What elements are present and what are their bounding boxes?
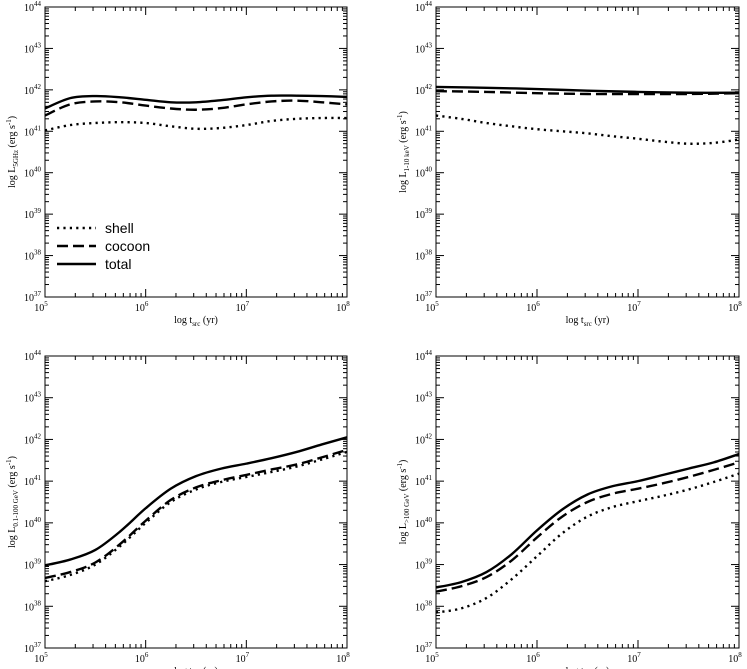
- series-line-total: [44, 436, 348, 567]
- y-tick-label: 1041: [415, 124, 433, 138]
- legend: shell cocoon total: [57, 220, 150, 272]
- series-line-cocoon: [435, 461, 740, 593]
- x-tick-label: 107: [627, 300, 641, 314]
- y-tick-label: 1038: [24, 599, 42, 613]
- x-tick-label: 106: [526, 651, 540, 665]
- x-tick-label: 108: [728, 300, 742, 314]
- y-tick-label: 1044: [415, 0, 433, 14]
- series-line-shell: [44, 450, 348, 583]
- y-axis-label: log L0.1-100 GeV (erg s-1): [5, 456, 20, 548]
- y-tick-label: 1041: [24, 474, 42, 488]
- x-tick-label: 107: [627, 651, 641, 665]
- x-axis-label: log tsrc (yr): [174, 666, 218, 669]
- series-line-total: [435, 452, 740, 589]
- x-tick-label: 106: [135, 300, 149, 314]
- x-tick-label: 107: [236, 300, 250, 314]
- chart-panel-4: 105 106 107 108 1037 1038 1039 1040 1041 1042 1043…: [396, 349, 742, 669]
- legend-label-cocoon: cocoon: [105, 238, 150, 254]
- series-line-cocoon: [44, 448, 348, 580]
- plot-frame: [44, 355, 348, 649]
- x-axis-label: log tsrc (yr): [566, 666, 610, 669]
- y-tick-label: 1038: [415, 249, 433, 263]
- x-tick-label: 105: [34, 300, 48, 314]
- x-axis-label: log tsrc (yr): [174, 315, 218, 328]
- x-tick-label: 105: [425, 300, 439, 314]
- y-tick-label: 1038: [415, 599, 433, 613]
- chart-panel-2: 105 106 107 108 1037 1038 1039 1040 1041 1042 1043…: [396, 0, 742, 328]
- y-tick-label: 1042: [415, 432, 433, 446]
- y-axis-label: log L>100 GeV (erg s-1): [396, 460, 411, 545]
- y-tick-label: 1040: [24, 166, 42, 180]
- x-tick-label: 106: [526, 300, 540, 314]
- x-tick-label: 106: [135, 651, 149, 665]
- plot-frame: [435, 6, 740, 298]
- x-tick-label: 108: [336, 651, 350, 665]
- y-tick-label: 1039: [415, 207, 433, 221]
- y-tick-label: 1039: [415, 558, 433, 572]
- y-tick-label: 1042: [415, 83, 433, 97]
- x-tick-label: 105: [425, 651, 439, 665]
- x-tick-label: 108: [728, 651, 742, 665]
- y-tick-label: 1040: [24, 516, 42, 530]
- y-axis-label: log L5GHz (erg s-1): [5, 116, 20, 188]
- series-line-shell: [44, 116, 348, 132]
- chart-panel-3: 105 106 107 108 1037 1038 1039 1040 1041 1042 1043…: [5, 349, 350, 669]
- y-tick-label: 1040: [415, 166, 433, 180]
- y-tick-label: 1040: [415, 516, 433, 530]
- x-tick-label: 107: [236, 651, 250, 665]
- y-tick-label: 1037: [415, 641, 433, 655]
- y-tick-label: 1041: [415, 474, 433, 488]
- y-tick-label: 1043: [24, 41, 42, 55]
- series-line-cocoon: [44, 99, 348, 117]
- legend-label-total: total: [105, 256, 131, 272]
- y-tick-label: 1043: [415, 391, 433, 405]
- series-line-shell: [435, 472, 740, 614]
- y-tick-label: 1043: [415, 41, 433, 55]
- y-tick-label: 1044: [415, 349, 433, 363]
- y-tick-label: 1039: [24, 207, 42, 221]
- y-tick-label: 1044: [24, 349, 42, 363]
- x-tick-label: 105: [34, 651, 48, 665]
- series-line-cocoon: [435, 89, 740, 96]
- plot-frame: [435, 355, 740, 649]
- y-tick-label: 1042: [24, 83, 42, 97]
- y-tick-label: 1037: [415, 290, 433, 304]
- chart-panel-1: 105 106 107 108 1037 1038 1039 1040 1041 1042 1043…: [5, 0, 350, 328]
- y-tick-label: 1044: [24, 0, 42, 14]
- y-tick-label: 1041: [24, 124, 42, 138]
- y-tick-label: 1043: [24, 391, 42, 405]
- y-tick-label: 1038: [24, 249, 42, 263]
- y-tick-label: 1039: [24, 558, 42, 572]
- y-tick-label: 1037: [24, 641, 42, 655]
- x-axis-label: log tsrc (yr): [566, 315, 610, 328]
- series-line-total: [44, 94, 348, 110]
- legend-label-shell: shell: [105, 220, 134, 236]
- series-line-shell: [435, 114, 740, 145]
- y-axis-label: log L1-10 keV (erg s-1): [396, 111, 411, 193]
- x-tick-label: 108: [336, 300, 350, 314]
- y-tick-label: 1037: [24, 290, 42, 304]
- series-line-total: [435, 85, 740, 95]
- plot-frame: [44, 6, 348, 298]
- y-tick-label: 1042: [24, 432, 42, 446]
